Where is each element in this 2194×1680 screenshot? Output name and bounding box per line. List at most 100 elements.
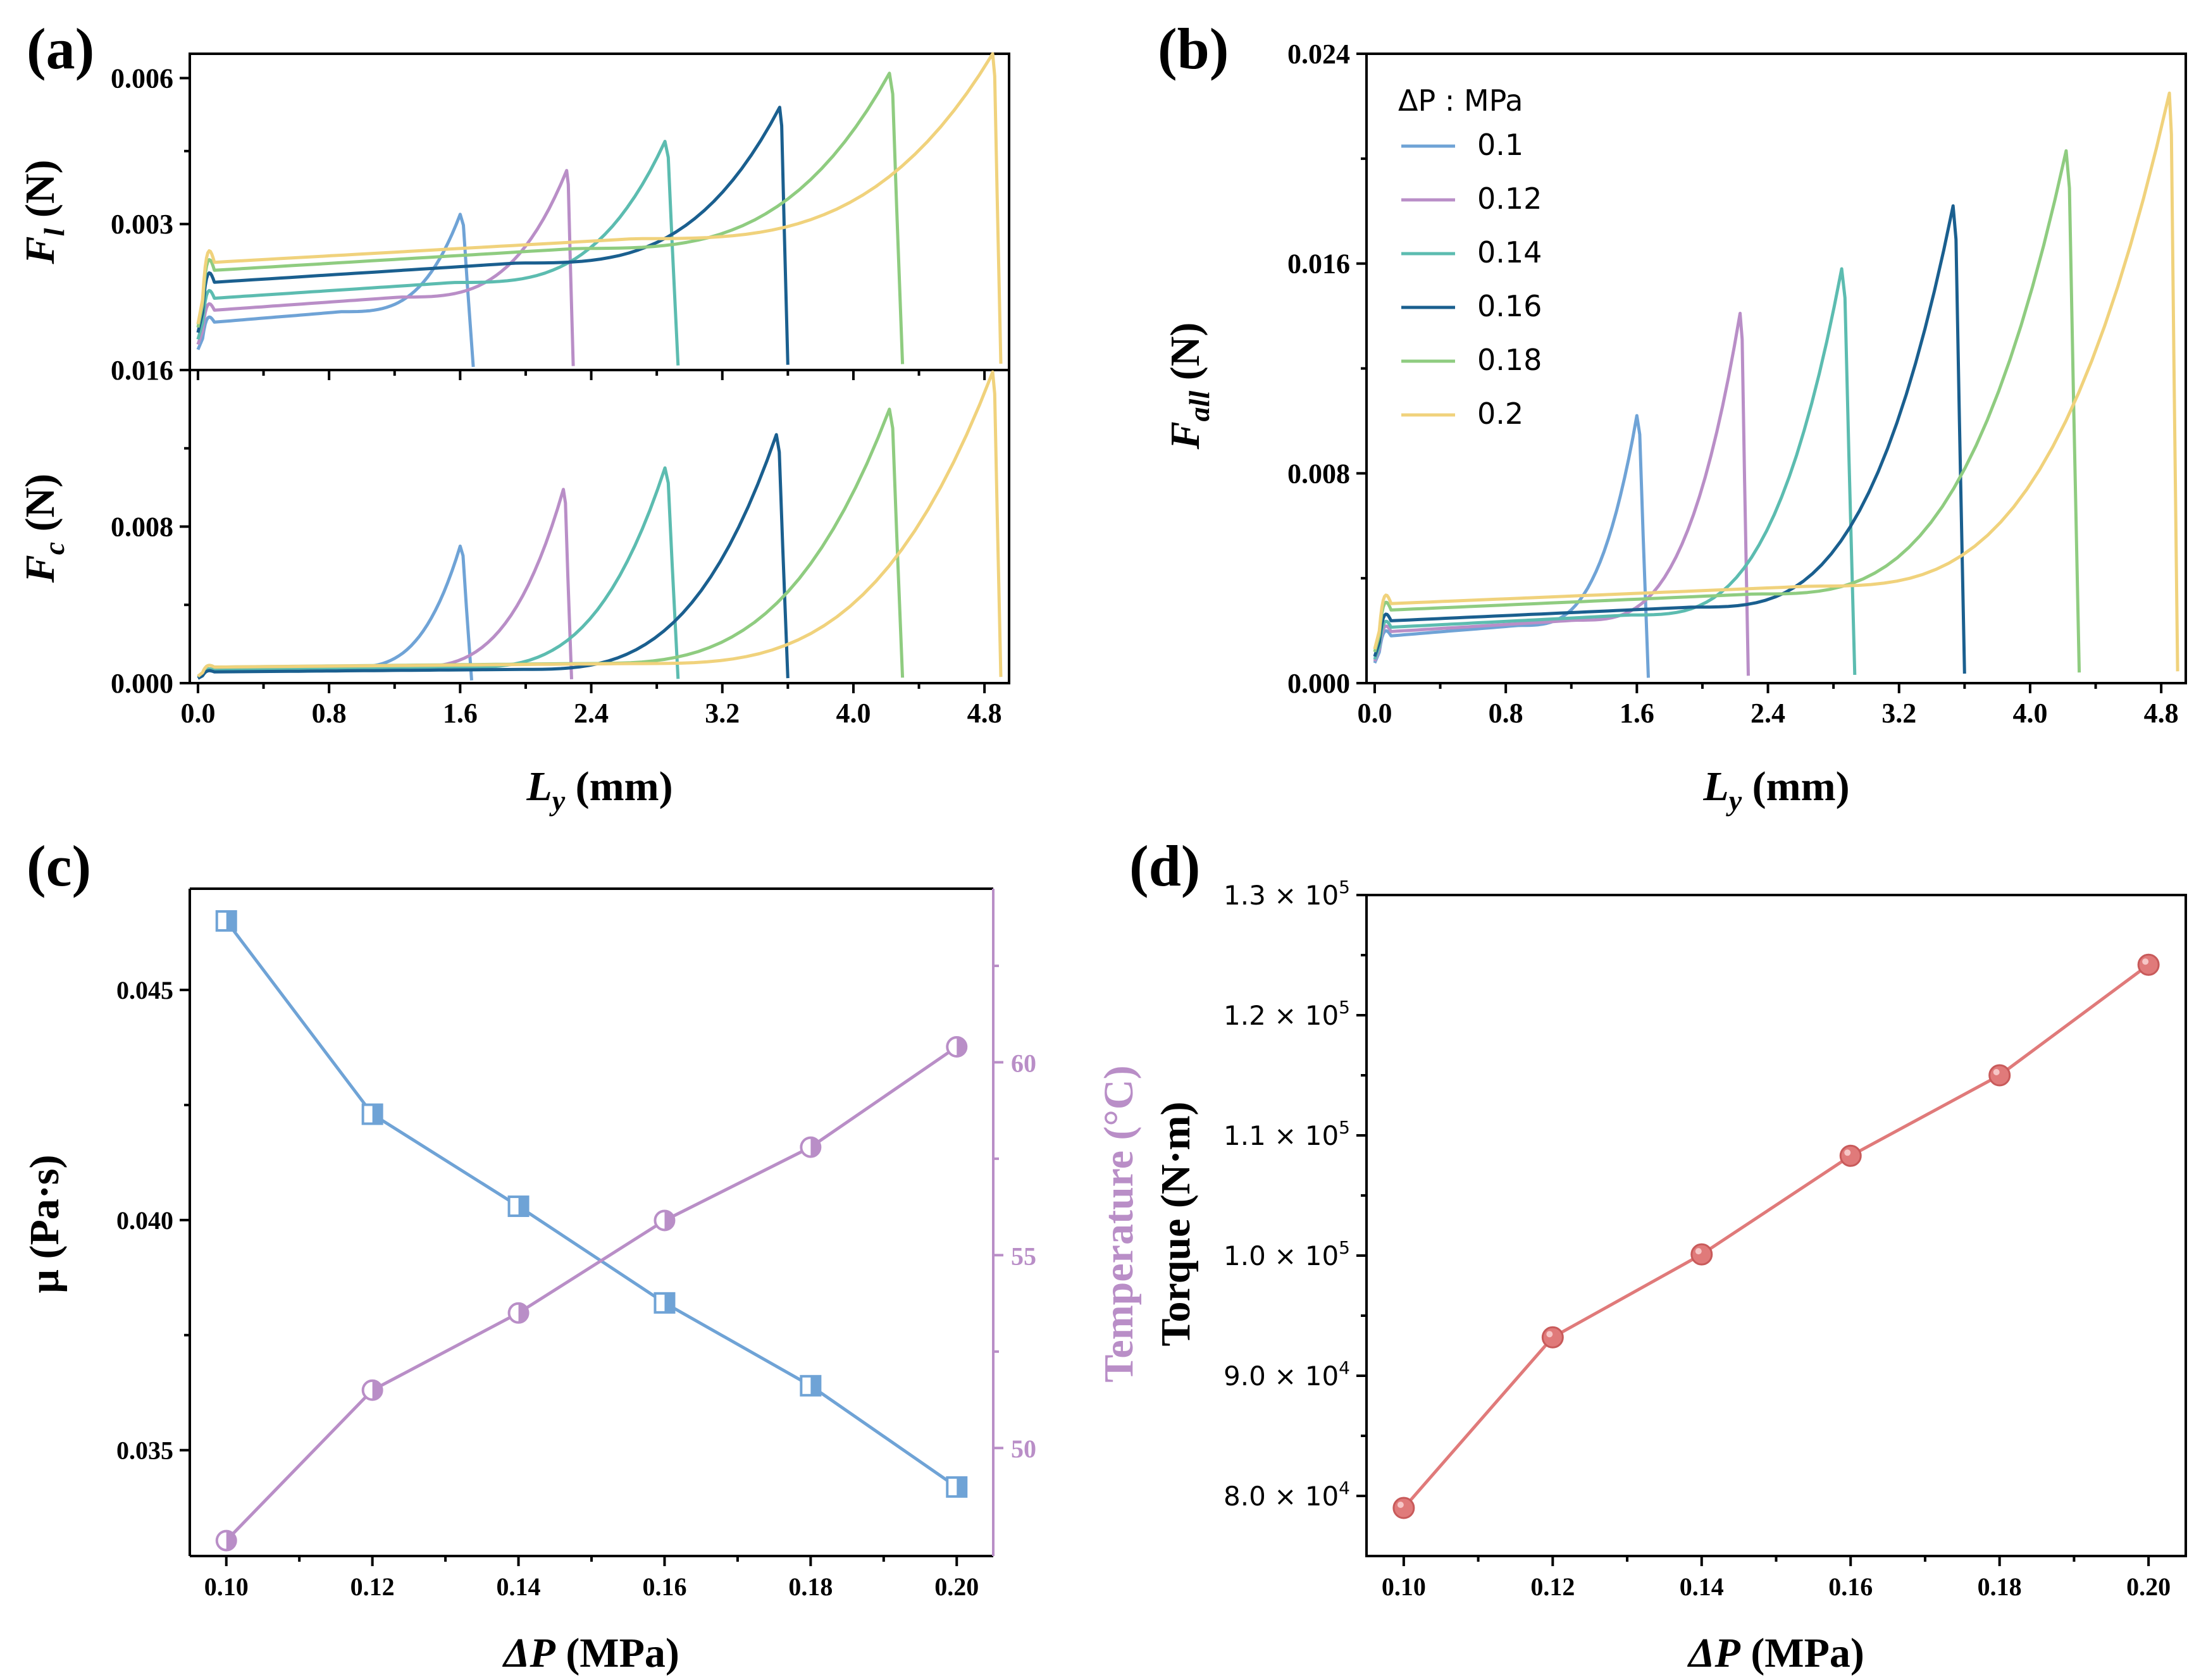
legend-entry-label: 0.18 (1477, 343, 1542, 377)
panel-label-d: (d) (1129, 834, 1200, 898)
temperature-series-line (225, 1045, 958, 1542)
chart-a-upper: 0.003 0.006 Fl (N) (17, 52, 1010, 380)
y-tick-label: 1.1 × 105 (1224, 1117, 1350, 1151)
y-tick-label: 1.3 × 105 (1224, 877, 1350, 911)
y-tick-label: 0.016 (111, 355, 173, 386)
mu-marker-fill (957, 1477, 967, 1497)
torque-series-line (1403, 963, 2150, 1509)
y-axis-label-fl: Fl (N) (17, 160, 70, 265)
legend-entry-label: 0.14 (1477, 235, 1542, 269)
torque-marker (1988, 1064, 2011, 1087)
x-tick-label: 0.8 (1489, 698, 1523, 729)
x-tick-label: 0.0 (1357, 698, 1392, 729)
torque-marker-highlight (1546, 1331, 1553, 1338)
y-axis-label-mu: μ (Pa·s) (22, 1155, 68, 1294)
x-tick-label: 0.18 (788, 1572, 833, 1601)
x-tick-label: 0.16 (1828, 1572, 1873, 1601)
x-tick-label: 0.8 (312, 698, 347, 729)
series-line-0-1 (197, 544, 473, 681)
x-tick-label: 4.8 (2144, 698, 2179, 729)
panel-label-a: (a) (27, 16, 94, 81)
x-tick-label: 0.10 (1382, 1572, 1426, 1601)
x-axis-label-b: Ly (mm) (1702, 763, 1849, 817)
mu-marker-fill (518, 1197, 528, 1216)
y-tick-label: 9.0 × 104 (1224, 1357, 1350, 1392)
series-line-0-2 (196, 52, 1003, 364)
x-tick-label: 0.10 (204, 1572, 249, 1601)
panel-label-c: (c) (27, 834, 91, 898)
x-tick-label: 3.2 (1881, 698, 1916, 729)
torque-marker (1541, 1326, 1564, 1349)
y-axis-label-fall: Fall (N) (1162, 323, 1215, 450)
x-axis-label-a: Ly (mm) (526, 763, 672, 817)
series-line-0-18 (197, 407, 905, 678)
chart-b: 0.000 0.008 0.016 0.024 0.0 0.8 1.6 2.4 3.2 4.0 4.… (1162, 39, 2187, 817)
plot-frame (189, 52, 1010, 371)
torque-marker (2137, 953, 2160, 976)
y-tick-label: 8.0 × 104 (1224, 1478, 1350, 1512)
mu-marker-fill (810, 1376, 821, 1395)
series-line-0-14 (197, 466, 680, 679)
y-tick-label: 0.045 (116, 976, 173, 1004)
torque-marker (1690, 1243, 1713, 1266)
legend-entry-label: 0.16 (1477, 289, 1542, 323)
y-axis-label-torque: Torque (N·m) (1153, 1102, 1199, 1347)
x-tick-label: 0.16 (642, 1572, 686, 1601)
x-tick-label: 2.4 (1751, 698, 1785, 729)
y-tick-label: 1.0 × 105 (1224, 1237, 1350, 1271)
series-line-0-14 (196, 140, 680, 366)
series-line-0-14 (1373, 267, 1857, 675)
y-tick-label: 0.040 (116, 1206, 173, 1235)
torque-marker (1392, 1497, 1415, 1519)
legend-entry-label: 0.1 (1477, 128, 1523, 162)
y-tick-label: 0.003 (111, 209, 173, 240)
series-line-0-16 (196, 106, 790, 365)
x-tick-label: 1.6 (1620, 698, 1654, 729)
temperature-marker-fill (372, 1380, 382, 1400)
x-axis-label-c: ΔP (MPa) (502, 1630, 679, 1676)
x-tick-label: 3.2 (705, 698, 740, 729)
y-tick-label: 0.008 (1287, 458, 1350, 489)
mu-marker-fill (372, 1104, 382, 1124)
x-tick-label: 4.0 (836, 698, 871, 729)
x-tick-label: 0.20 (2126, 1572, 2171, 1601)
legend-entry-label: 0.12 (1477, 182, 1542, 216)
chart-c: 0.10 0.12 0.14 0.16 0.18 0.20 0.035 0.040 0.045 5… (22, 887, 1142, 1676)
series-line-0-16 (197, 433, 790, 680)
x-tick-label: 0.14 (1680, 1572, 1724, 1601)
x-tick-label: 0.18 (1978, 1572, 2022, 1601)
plot-frame (1365, 894, 2187, 1557)
y-tick-label: 0.016 (1287, 249, 1350, 280)
temperature-marker-fill (810, 1137, 821, 1157)
y2-tick-label: 50 (1011, 1435, 1036, 1463)
series-line-0-16 (1373, 204, 1966, 674)
temperature-marker-fill (664, 1211, 674, 1230)
chart-a-lower: 0.000 0.008 0.016 0.0 0.8 1.6 2.4 3.2 4.0 4.8 Fc (… (17, 355, 1010, 817)
series-line-0-12 (197, 488, 573, 679)
x-tick-label: 0.14 (497, 1572, 541, 1601)
mu-marker-fill (226, 911, 236, 930)
x-tick-label: 0.20 (934, 1572, 979, 1601)
torque-marker-highlight (1397, 1502, 1404, 1508)
torque-marker-highlight (1844, 1149, 1851, 1156)
chart-d: 0.10 0.12 0.14 0.16 0.18 0.20 8.0 × 104 9.0 × 1… (1153, 877, 2187, 1676)
series-line-0-2 (197, 370, 1003, 678)
y-axis-label-temperature: Temperature (°C) (1096, 1065, 1142, 1382)
x-tick-label: 0.12 (1530, 1572, 1575, 1601)
y-tick-label: 0.000 (111, 668, 173, 699)
y-tick-label: 0.008 (111, 512, 173, 543)
torque-marker (1839, 1144, 1862, 1167)
temperature-marker-fill (957, 1037, 967, 1057)
x-tick-label: 2.4 (574, 698, 609, 729)
y-tick-label: 0.035 (116, 1436, 173, 1465)
y-tick-label: 0.024 (1287, 39, 1350, 70)
legend-title: ΔP : MPa (1398, 83, 1523, 118)
torque-marker-highlight (1993, 1069, 2000, 1075)
mu-series-line (225, 920, 958, 1488)
y2-tick-label: 60 (1011, 1049, 1036, 1077)
mu-marker-fill (664, 1293, 674, 1312)
series-line-0-12 (196, 169, 575, 366)
x-tick-label: 0.12 (350, 1572, 395, 1601)
panel-label-b: (b) (1158, 16, 1229, 81)
